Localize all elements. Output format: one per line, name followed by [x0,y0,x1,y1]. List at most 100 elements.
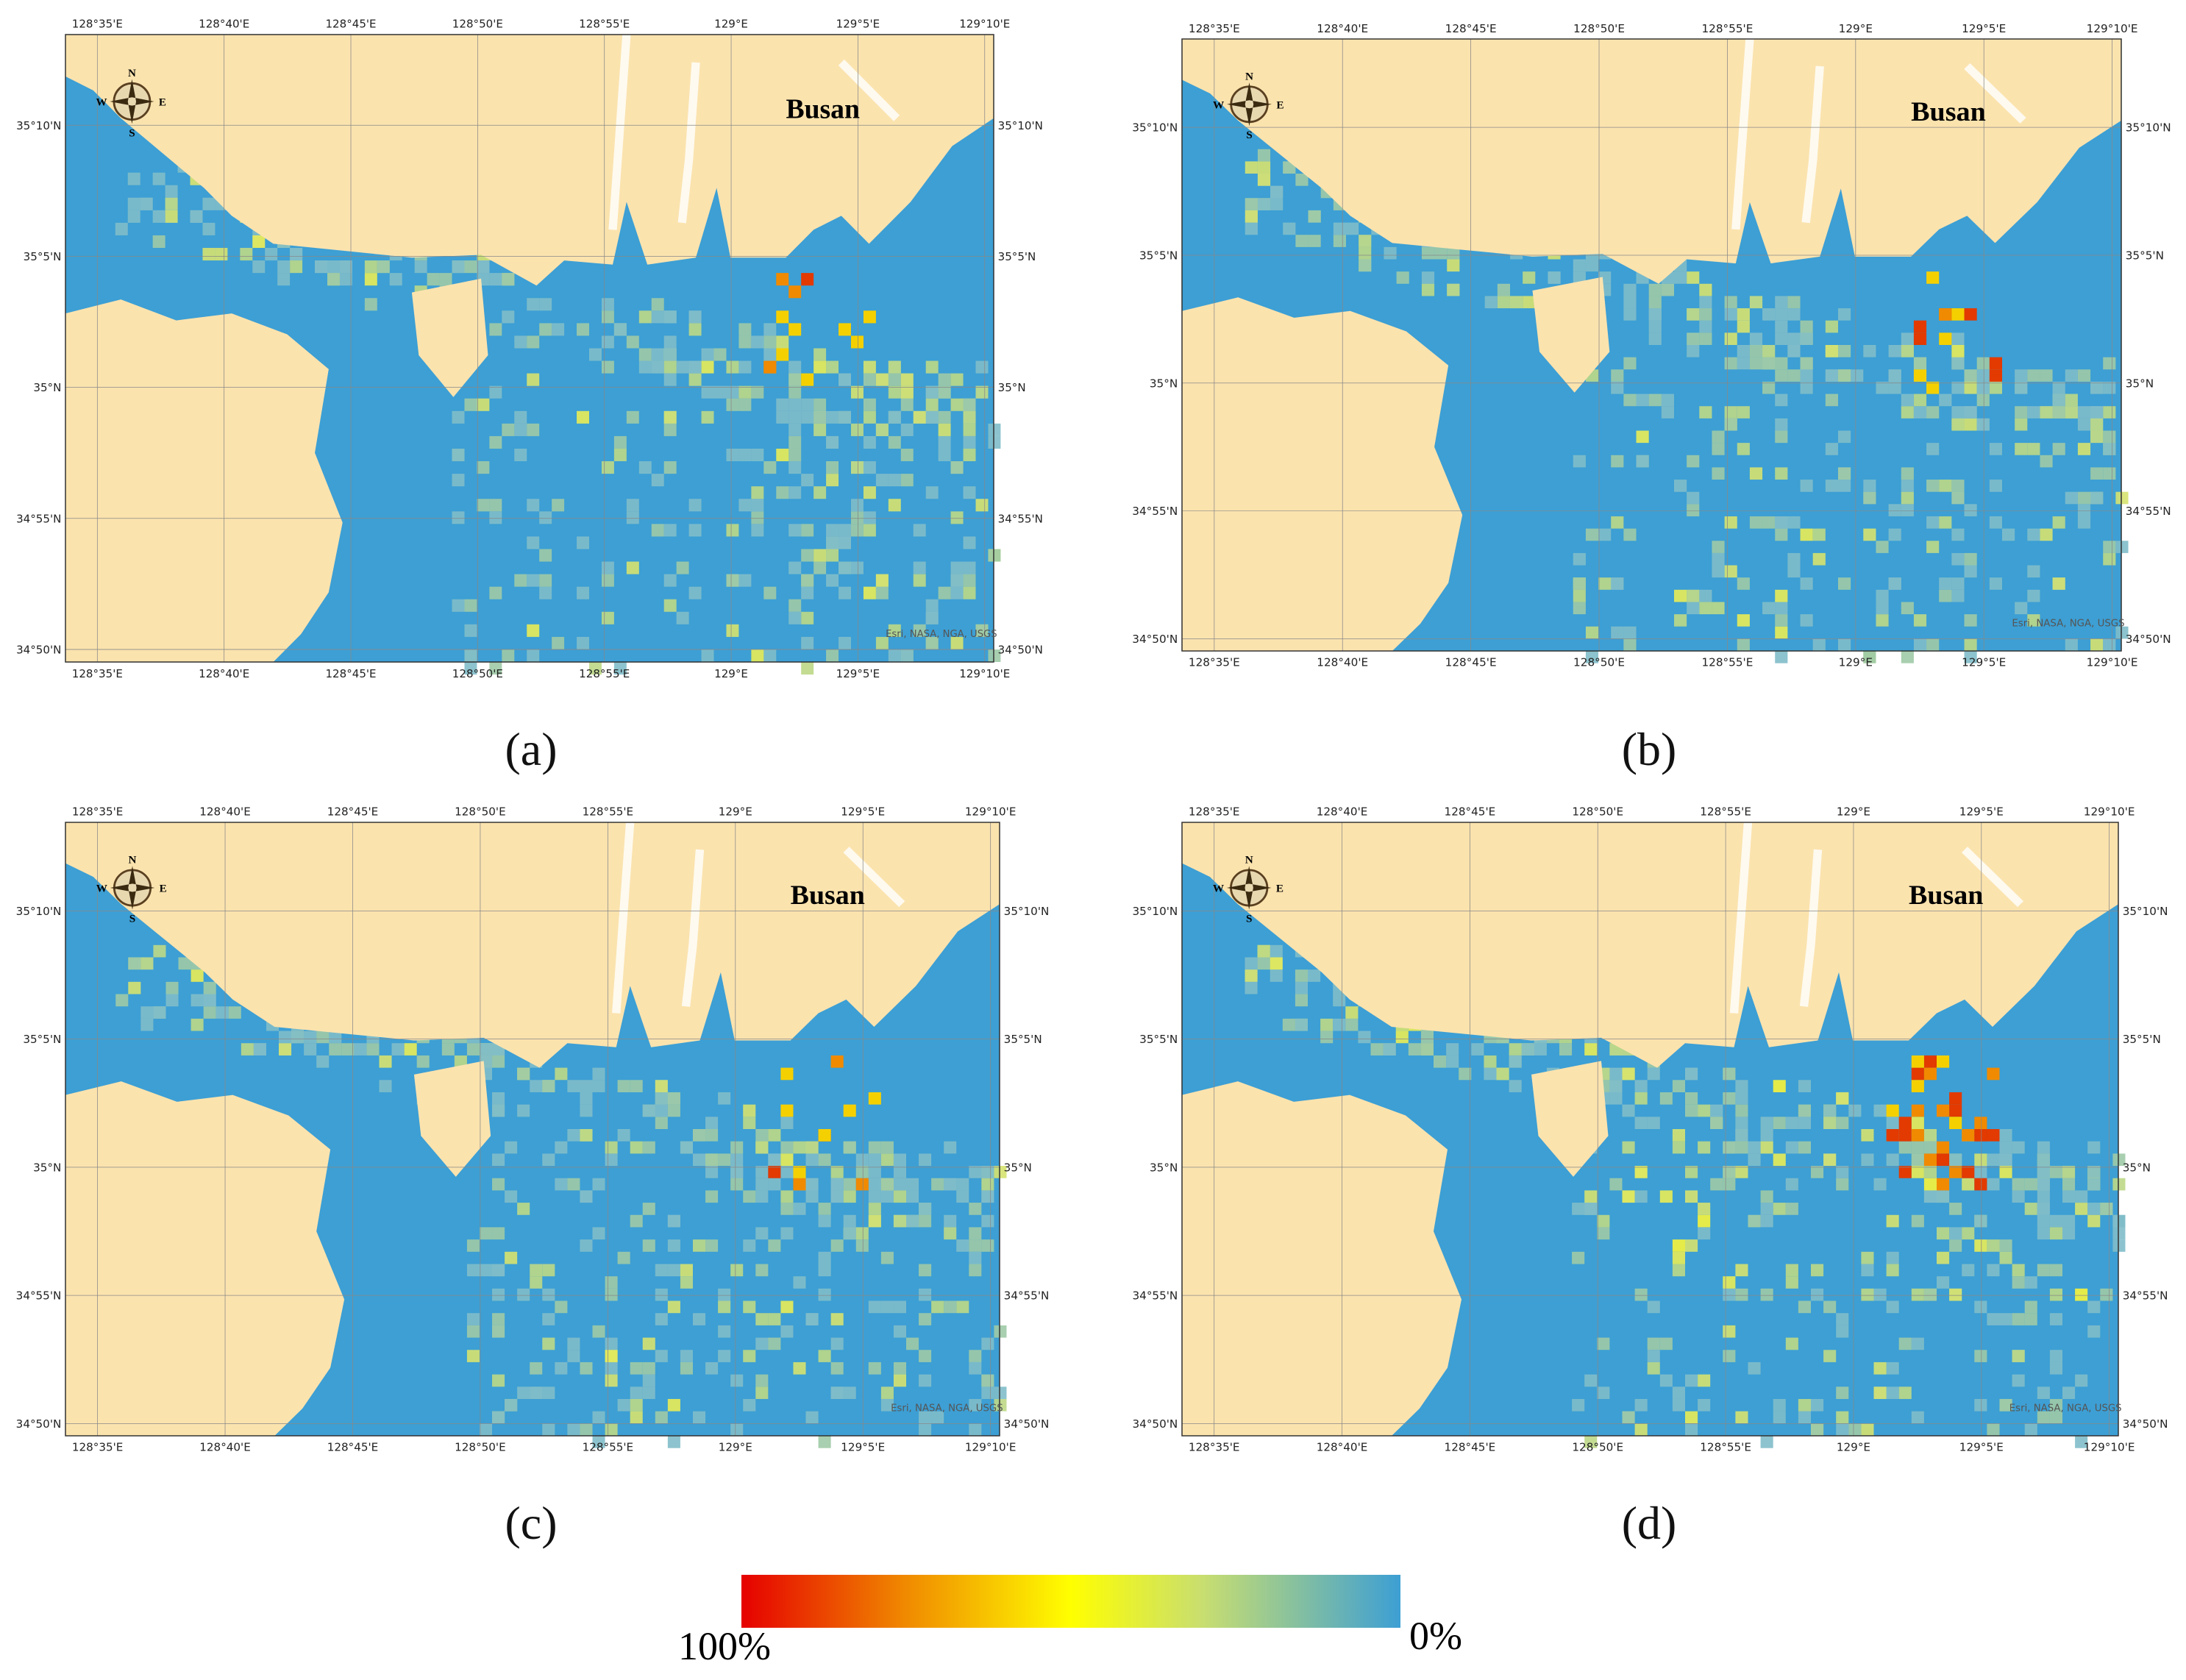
heat-cell [863,461,876,474]
heat-cell [542,1423,555,1436]
heat-cell [1798,1117,1811,1129]
heat-cell [705,1166,719,1178]
land [1182,822,2118,1068]
heat-cell [1687,345,1700,357]
lon-tick-label: 128°55'E [579,17,630,30]
heat-cell [1597,1337,1610,1350]
heat-cell [1798,1398,1811,1412]
heat-cell [613,435,627,449]
heat-cell [626,561,639,574]
lon-tick-label: 128°45'E [1445,805,1496,819]
heat-cell [2090,406,2104,419]
heat-cell [128,957,141,970]
heat-cell [2087,1300,2101,1314]
heat-cell [1295,981,1308,994]
heat-cell [2015,443,2028,455]
heat-cell [981,1178,994,1191]
heat-cell [830,1190,844,1203]
heat-cell [1370,1043,1384,1056]
heat-cell [651,310,664,324]
heat-cell [1573,271,1586,284]
heat-cell [880,1251,894,1264]
heat-cell [527,298,540,311]
heat-cell [1812,552,1826,566]
heat-cell [763,335,777,349]
heat-cell [2103,357,2116,370]
heat-cell [793,1178,806,1191]
heat-cell [613,323,627,336]
heat-cell [1825,480,1838,492]
panel-label: (c) [505,1497,557,1549]
heat-cell [1699,406,1712,419]
heat-cell [577,536,589,549]
lon-tick-label: 129°10'E [2087,656,2138,669]
heat-cell [868,1214,881,1228]
heat-cell [1913,394,1927,407]
heat-cell [502,649,515,662]
heat-cell [839,410,851,424]
compass-s: S [129,127,135,139]
heat-cell [1974,1153,1987,1167]
heat-cell [1911,1129,1924,1142]
heat-cell [801,662,814,675]
heat-cell [1597,1387,1610,1399]
heat-cell [788,385,802,399]
heat-cell [279,1031,292,1044]
heat-cell [788,285,802,299]
heat-cell [1762,381,1776,394]
heat-cell [1760,1141,1773,1154]
heat-cell [527,499,540,512]
heat-cell [826,410,839,424]
lat-tick-label: 35°10'N [16,905,62,918]
heat-cell [1283,222,1296,235]
heat-cell [1611,626,1624,639]
heat-cell [1974,1166,1987,1178]
lat-tick-label: 34°55'N [16,512,61,525]
heat-cell [1712,541,1725,553]
heat-cell [888,649,901,662]
heat-cell [1623,283,1637,296]
lon-tick-label: 129°5'E [841,1441,885,1454]
heat-cell [843,1387,856,1399]
heat-cell [813,348,827,361]
heat-cell [1647,1350,1660,1362]
heat-cell [956,1239,969,1252]
heat-cell [1257,198,1271,210]
heat-cell [818,1153,831,1167]
heat-cell [1737,638,1750,651]
heat-cell [464,624,477,637]
heat-cell [354,1043,367,1056]
heat-cell [1661,394,1674,407]
heat-cell [329,1043,342,1056]
heat-cell [1787,308,1801,321]
heat-cell [1775,332,1788,345]
heat-cell [530,1362,543,1375]
heat-cell [1825,394,1838,407]
compass: N S E W [96,855,167,925]
heat-cell [2027,589,2040,602]
heat-cell [1257,161,1271,174]
heat-cell [950,461,964,474]
heat-cell [1308,969,1321,982]
heat-cell [776,273,789,286]
heat-cell [1685,1166,1698,1178]
heat-cell [617,1129,630,1142]
heat-cell [517,1387,530,1399]
heat-cell [850,423,864,436]
heat-cell [1787,552,1801,566]
heat-cell [1836,1313,1849,1325]
heat-cell [1987,1423,2000,1436]
heat-cell [592,1436,605,1448]
heat-cell [1685,1092,1698,1105]
heat-cell [601,574,614,587]
heat-cell [1698,1214,1711,1228]
heat-cell [1913,332,1927,345]
heat-cell [290,248,303,261]
heat-cell [1609,1067,1623,1081]
heat-cell [1735,1166,1748,1178]
heat-cell [555,1067,568,1081]
heat-cell [1687,602,1700,615]
heat-cell [888,373,901,386]
heat-cell [580,1190,593,1203]
heat-cell [489,499,502,512]
